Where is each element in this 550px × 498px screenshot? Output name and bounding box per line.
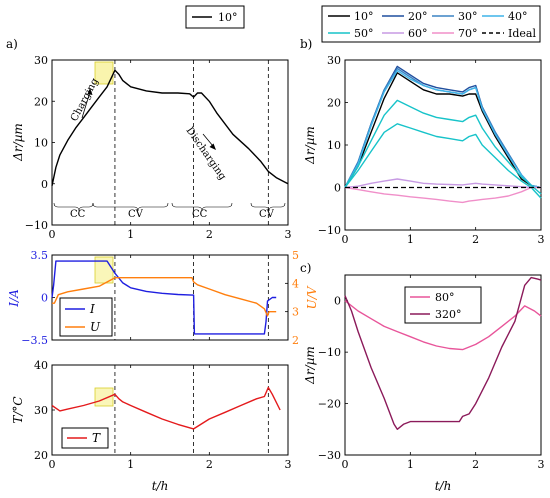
series-b-5 bbox=[344, 178, 541, 189]
legend-b-50: 50° bbox=[354, 27, 374, 40]
panel-label-b: b) bbox=[300, 37, 312, 51]
discharging-arrow bbox=[202, 133, 214, 147]
xtick-label-a-top-1: 1 bbox=[127, 228, 134, 241]
ytick-label-a-bot-0: 20 bbox=[34, 449, 48, 462]
xtick-label-a-top-3: 3 bbox=[285, 228, 292, 241]
cc-cv-annotations: CC CV CC CV bbox=[53, 202, 286, 220]
ytick-label-a-mid-1: 0 bbox=[41, 292, 48, 305]
series-b-0 bbox=[344, 72, 542, 189]
legend-a-mid-u: U bbox=[90, 320, 101, 334]
ylabel-c: Δr/µm bbox=[303, 346, 317, 385]
ytick-label-b-4: 30 bbox=[327, 54, 341, 67]
axes-c bbox=[344, 274, 542, 456]
panel-label-a: a) bbox=[6, 37, 18, 51]
xtick-label-c-1: 1 bbox=[407, 458, 414, 471]
legend-b-10: 10° bbox=[354, 10, 374, 23]
ytick-label-b-2: 10 bbox=[327, 139, 341, 152]
xlabel-a: t/h bbox=[152, 479, 169, 493]
series-b-6 bbox=[344, 186, 541, 204]
top-legend-label: 10° bbox=[218, 11, 238, 24]
cc-label-2: CC bbox=[192, 209, 208, 220]
ytick-right-label-a-mid-0: 2 bbox=[292, 334, 299, 347]
ytick-label-c-2: −10 bbox=[318, 346, 341, 359]
legend-a-bot: T bbox=[61, 427, 109, 449]
charging-arrow bbox=[81, 91, 91, 119]
series-a-top-0 bbox=[51, 69, 289, 186]
cv-label-1: CV bbox=[128, 209, 144, 220]
ytick-label-b-0: −10 bbox=[318, 224, 341, 237]
ytick-label-a-bot-1: 30 bbox=[34, 404, 48, 417]
legend-b-ideal: Ideal bbox=[508, 27, 536, 40]
discharging-arrowhead bbox=[209, 143, 216, 150]
series-a-bot-0 bbox=[51, 386, 281, 430]
series-c-0 bbox=[344, 300, 542, 351]
panel-label-c: c) bbox=[300, 261, 311, 275]
series-b-2 bbox=[344, 67, 542, 189]
legend-a-mid-i: I bbox=[89, 302, 95, 316]
xlabel-c: t/h bbox=[435, 479, 452, 493]
xtick-label-b-3: 3 bbox=[538, 233, 545, 246]
ytick-label-b-1: 0 bbox=[334, 182, 341, 195]
ylabel-a-mid-left: I/A bbox=[7, 289, 21, 308]
ytick-label-c-3: 0 bbox=[334, 295, 341, 308]
xtick-label-c-0: 0 bbox=[342, 458, 349, 471]
series-a-mid-0 bbox=[51, 260, 277, 335]
legend-c: 80° 320° bbox=[404, 286, 482, 324]
ytick-right-label-a-mid-2: 4 bbox=[292, 277, 299, 290]
cc-label-1: CC bbox=[70, 209, 86, 220]
legend-b-40: 40° bbox=[508, 10, 528, 23]
axes-b bbox=[344, 59, 542, 231]
legend-b-20: 20° bbox=[408, 10, 428, 23]
legend-b-70: 70° bbox=[458, 27, 478, 40]
cv-label-2: CV bbox=[259, 209, 275, 220]
xtick-label-a-bot-2: 2 bbox=[206, 458, 213, 471]
ytick-label-c-0: −30 bbox=[318, 449, 341, 462]
legend-b: 10° 20° 30° 40° 50° 60° 70° Ideal bbox=[321, 5, 541, 43]
ytick-label-a-top-2: 10 bbox=[34, 137, 48, 150]
xtick-label-b-2: 2 bbox=[472, 233, 479, 246]
discharging-label: Discharging bbox=[184, 125, 229, 182]
series-b-4 bbox=[344, 123, 542, 199]
legend-c-320: 320° bbox=[435, 308, 462, 321]
ytick-right-label-a-mid-1: 3 bbox=[292, 306, 299, 319]
legend-b-60: 60° bbox=[408, 27, 428, 40]
legend-c-80: 80° bbox=[435, 291, 455, 304]
series-b-7 bbox=[344, 99, 542, 195]
series-a-mid-1 bbox=[52, 277, 277, 317]
xtick-label-a-bot-0: 0 bbox=[49, 458, 56, 471]
series-b-3 bbox=[344, 69, 542, 189]
charging-arrowhead bbox=[87, 88, 93, 95]
ylabel-a-top: Δr/µm bbox=[11, 123, 25, 162]
xtick-label-c-3: 3 bbox=[538, 458, 545, 471]
xtick-label-a-top-0: 0 bbox=[49, 228, 56, 241]
ytick-right-label-a-mid-3: 5 bbox=[292, 249, 299, 262]
ytick-label-a-mid-0: −3.5 bbox=[21, 334, 48, 347]
xtick-label-b-0: 0 bbox=[342, 233, 349, 246]
legend-a-mid: I U bbox=[59, 297, 113, 337]
ytick-label-a-top-0: −10 bbox=[25, 219, 48, 232]
ytick-label-c-1: −20 bbox=[318, 398, 341, 411]
ytick-label-a-mid-2: 3.5 bbox=[31, 249, 49, 262]
xtick-label-a-bot-3: 3 bbox=[285, 458, 292, 471]
series-b-1 bbox=[344, 65, 542, 189]
xtick-label-a-bot-1: 1 bbox=[127, 458, 134, 471]
xtick-label-c-2: 2 bbox=[472, 458, 479, 471]
ytick-label-b-3: 20 bbox=[327, 97, 341, 110]
xtick-label-a-top-2: 2 bbox=[206, 228, 213, 241]
top-legend: 10° bbox=[185, 5, 245, 29]
series-c-1 bbox=[344, 276, 542, 430]
xtick-label-b-1: 1 bbox=[407, 233, 414, 246]
legend-a-bot-t: T bbox=[92, 431, 101, 445]
ylabel-b: Δr/µm bbox=[303, 126, 317, 165]
ytick-label-a-top-4: 30 bbox=[34, 54, 48, 67]
ytick-label-a-bot-2: 40 bbox=[34, 359, 48, 372]
ytick-label-a-top-1: 0 bbox=[41, 178, 48, 191]
legend-b-30: 30° bbox=[458, 10, 478, 23]
ylabel-a-bot: T/°C bbox=[11, 396, 25, 423]
ytick-label-a-top-3: 20 bbox=[34, 95, 48, 108]
ylabel-a-mid-right: U/V bbox=[305, 285, 319, 309]
